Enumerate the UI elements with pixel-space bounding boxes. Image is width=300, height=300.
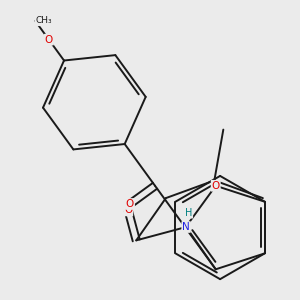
- Text: O: O: [124, 206, 132, 215]
- Text: O: O: [212, 181, 220, 191]
- Text: H: H: [185, 208, 192, 218]
- Text: O: O: [45, 34, 53, 45]
- Text: O: O: [126, 199, 134, 209]
- Text: N: N: [182, 222, 190, 232]
- Text: CH₃: CH₃: [35, 16, 52, 25]
